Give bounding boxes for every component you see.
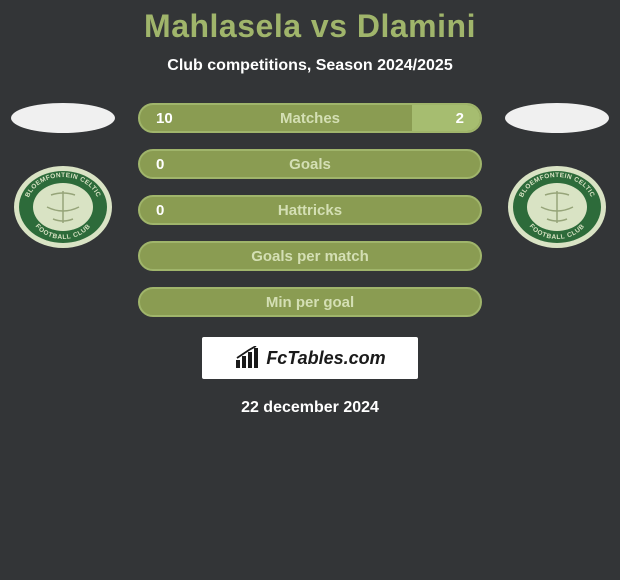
- stat-label: Matches: [140, 110, 480, 127]
- stat-bar-matches: 10 Matches 2: [138, 103, 482, 133]
- left-player-column: BLOEMFONTEIN CELTIC FOOTBALL CLUB: [8, 103, 118, 249]
- stat-label: Goals per match: [140, 248, 480, 265]
- stat-label: Min per goal: [140, 294, 480, 311]
- left-club-crest: BLOEMFONTEIN CELTIC FOOTBALL CLUB: [13, 165, 113, 249]
- left-player-avatar: [11, 103, 115, 133]
- stat-label: Goals: [140, 156, 480, 173]
- footer-brand-text: FcTables.com: [266, 348, 385, 369]
- right-player-column: BLOEMFONTEIN CELTIC FOOTBALL CLUB: [502, 103, 612, 249]
- fctables-chart-icon: [234, 346, 262, 370]
- stat-bars: 10 Matches 2 0 Goals 0 Hattricks Goals p…: [138, 103, 482, 317]
- footer-date: 22 december 2024: [241, 399, 379, 417]
- right-player-avatar: [505, 103, 609, 133]
- comparison-row: BLOEMFONTEIN CELTIC FOOTBALL CLUB: [0, 103, 620, 317]
- stat-bar-min-per-goal: Min per goal: [138, 287, 482, 317]
- stat-bar-hattricks: 0 Hattricks: [138, 195, 482, 225]
- page-title: Mahlasela vs Dlamini: [144, 8, 476, 45]
- right-club-crest: BLOEMFONTEIN CELTIC FOOTBALL CLUB: [507, 165, 607, 249]
- stat-label: Hattricks: [140, 202, 480, 219]
- footer-brand-box: FcTables.com: [202, 337, 418, 379]
- subtitle: Club competitions, Season 2024/2025: [167, 57, 452, 75]
- stat-bar-goals: 0 Goals: [138, 149, 482, 179]
- stat-bar-goals-per-match: Goals per match: [138, 241, 482, 271]
